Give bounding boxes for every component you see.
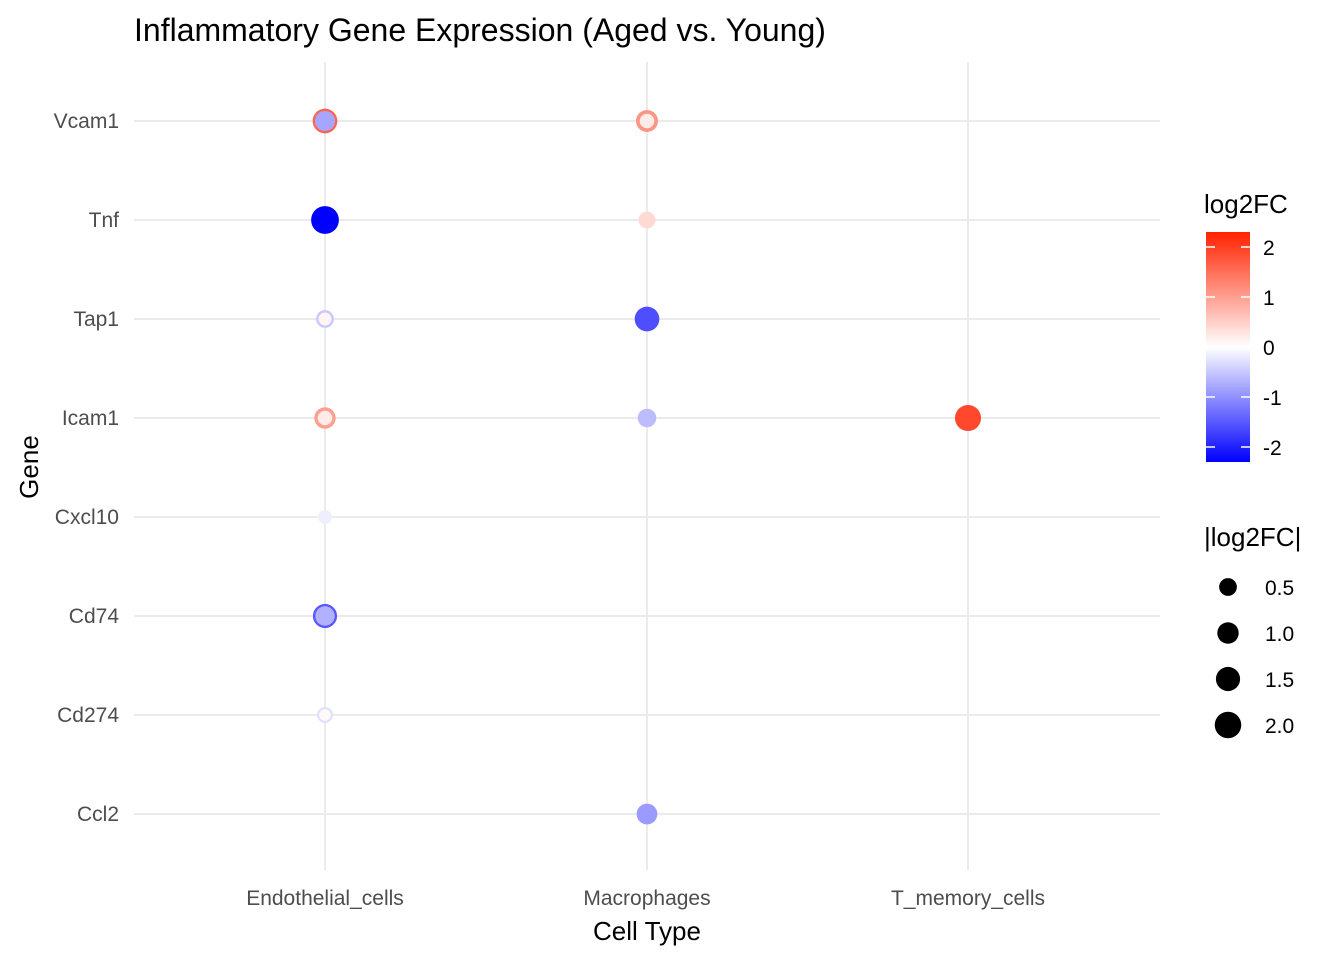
y-tick-label-tap1: Tap1 xyxy=(73,308,119,331)
point-endothelial-cells-vcam1 xyxy=(314,110,336,132)
y-tick-label-ccl2: Ccl2 xyxy=(77,803,119,826)
point-macrophages-tnf xyxy=(638,211,656,229)
size-legend-label: 0.5 xyxy=(1265,577,1294,600)
x-axis-title: Cell Type xyxy=(593,916,701,946)
size-legend: |log2FC| 0.5 1.0 1.5 2.0 xyxy=(1204,522,1301,739)
x-tick-label-endothelial-cells: Endothelial_cells xyxy=(246,887,404,910)
data-points xyxy=(311,108,982,825)
y-axis-title: Gene xyxy=(14,435,44,499)
size-legend-label: 1.0 xyxy=(1265,623,1294,646)
size-legend-key-1-5 xyxy=(1215,666,1241,692)
y-axis-tick-labels: Ccl2 Cd274 Cd74 Cxcl10 Icam1 Tap1 Tnf Vcam1 xyxy=(54,110,120,826)
color-legend: log2FC 2 1 0 -1 -2 xyxy=(1204,189,1288,462)
point-endothelial-cells-tnf xyxy=(311,206,339,234)
chart-title: Inflammatory Gene Expression (Aged vs. Y… xyxy=(134,12,826,48)
color-legend-ticks: 2 1 0 -1 -2 xyxy=(1206,237,1282,460)
size-legend-key-1 xyxy=(1217,622,1239,644)
point-endothelial-cells-cxcl10 xyxy=(318,510,332,524)
color-legend-label: 2 xyxy=(1263,237,1275,260)
grid-lines xyxy=(134,62,1160,870)
color-legend-title: log2FC xyxy=(1204,189,1288,219)
x-tick-label-t-memory-cells: T_memory_cells xyxy=(891,887,1045,910)
y-tick-label-cxcl10: Cxcl10 xyxy=(55,506,119,529)
x-tick-label-macrophages: Macrophages xyxy=(583,887,710,910)
size-legend-label: 1.5 xyxy=(1265,669,1294,692)
point-macrophages-vcam1 xyxy=(639,113,655,129)
point-endothelial-cells-tap1 xyxy=(318,312,332,326)
point-t-memory-cells-icam1 xyxy=(954,404,982,432)
y-tick-label-cd74: Cd74 xyxy=(69,605,120,628)
point-endothelial-cells-cd74 xyxy=(315,606,335,626)
size-legend-label: 2.0 xyxy=(1265,715,1294,738)
y-tick-label-vcam1: Vcam1 xyxy=(54,110,119,133)
color-legend-label: -2 xyxy=(1263,437,1282,460)
y-tick-label-cd274: Cd274 xyxy=(57,704,119,727)
size-legend-keys: 0.5 1.0 1.5 2.0 xyxy=(1214,577,1294,739)
color-legend-label: -1 xyxy=(1263,387,1282,410)
point-macrophages-icam1 xyxy=(637,408,657,428)
point-endothelial-cells-icam1 xyxy=(317,410,333,426)
point-macrophages-tap1 xyxy=(634,306,660,332)
size-legend-key-2 xyxy=(1214,711,1242,739)
point-macrophages-ccl2 xyxy=(636,803,658,825)
point-endothelial-cells-cd274 xyxy=(319,709,331,721)
y-tick-label-tnf: Tnf xyxy=(89,209,120,232)
y-tick-label-icam1: Icam1 xyxy=(62,407,119,430)
color-legend-label: 0 xyxy=(1263,337,1275,360)
color-legend-label: 1 xyxy=(1263,287,1275,310)
size-legend-key-0-5 xyxy=(1219,578,1237,596)
x-axis-tick-labels: Endothelial_cells Macrophages T_memory_cel… xyxy=(246,887,1045,910)
size-legend-title: |log2FC| xyxy=(1204,522,1301,552)
